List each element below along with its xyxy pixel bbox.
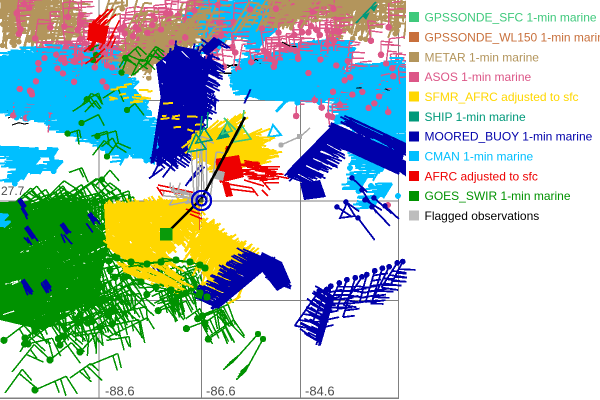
svg-text:METAR 1-min marine: METAR 1-min marine bbox=[425, 50, 540, 64]
svg-text:GPSSONDE_SFC 1-min marine: GPSSONDE_SFC 1-min marine bbox=[425, 11, 597, 25]
svg-text:-86.6: -86.6 bbox=[206, 384, 236, 399]
svg-text:CMAN 1-min marine: CMAN 1-min marine bbox=[425, 150, 534, 164]
svg-text:GPSSONDE_WL150 1-min marine: GPSSONDE_WL150 1-min marine bbox=[425, 30, 600, 44]
svg-text:GOES_SWIR 1-min marine: GOES_SWIR 1-min marine bbox=[425, 189, 571, 203]
svg-text:-88.6: -88.6 bbox=[105, 384, 135, 399]
svg-text:MOORED_BUOY 1-min marine: MOORED_BUOY 1-min marine bbox=[425, 130, 593, 144]
svg-text:Flagged observations: Flagged observations bbox=[425, 209, 540, 223]
svg-text:SHIP 1-min marine: SHIP 1-min marine bbox=[425, 110, 526, 124]
svg-text:-84.6: -84.6 bbox=[305, 384, 335, 399]
svg-text:ASOS 1-min marine: ASOS 1-min marine bbox=[425, 70, 532, 84]
svg-text:27.7: 27.7 bbox=[1, 184, 25, 198]
svg-text:SFMR_AFRC adjusted to sfc: SFMR_AFRC adjusted to sfc bbox=[425, 90, 579, 104]
svg-text:AFRC adjusted to sfc: AFRC adjusted to sfc bbox=[425, 169, 538, 183]
